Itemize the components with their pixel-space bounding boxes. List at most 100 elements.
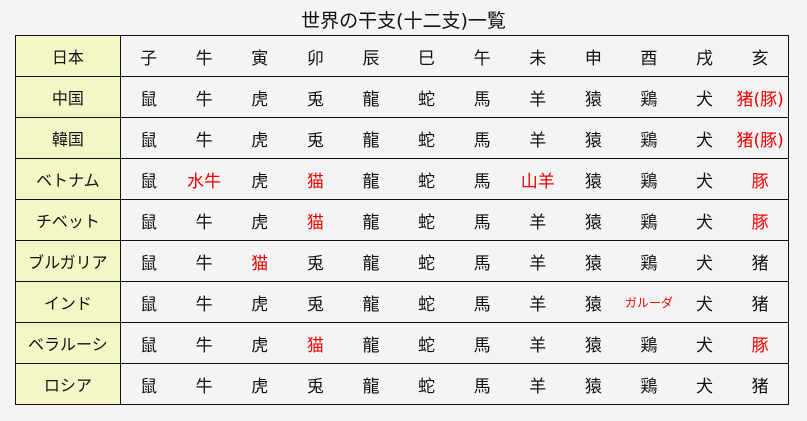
zodiac-cell: 猫 <box>287 322 344 364</box>
zodiac-table: 日本子牛寅卯辰巳午未申酉戌亥中国鼠牛虎兎龍蛇馬羊猿鶏犬猪(豚) 韓国鼠牛虎兎龍蛇馬… <box>15 35 789 405</box>
zodiac-cell: 龍 <box>343 281 399 323</box>
zodiac-cell: 虎 <box>231 199 288 241</box>
zodiac-cell: 蛇 <box>398 322 455 364</box>
zodiac-cell: 蛇 <box>398 240 455 282</box>
zodiac-cell: 兎 <box>287 76 344 118</box>
zodiac-cell: 羊 <box>509 281 566 323</box>
zodiac-cell: 未 <box>509 35 566 77</box>
zodiac-cell: 犬 <box>676 363 733 405</box>
zodiac-cell: 辰 <box>343 35 399 77</box>
zodiac-cell: 鼠 <box>120 199 177 241</box>
zodiac-cell: 虎 <box>231 322 288 364</box>
zodiac-cell: 鶏 <box>621 117 677 159</box>
table-row: ベトナム鼠水牛虎猫龍蛇馬山羊猿鶏犬豚 <box>15 158 789 200</box>
zodiac-cell: 犬 <box>676 117 733 159</box>
zodiac-cell: 猫 <box>231 240 288 282</box>
zodiac-cell: 水牛 <box>176 158 232 200</box>
country-label: インド <box>15 281 121 323</box>
zodiac-cell: 牛 <box>176 117 232 159</box>
zodiac-cell: 蛇 <box>398 158 455 200</box>
zodiac-cell: 羊 <box>509 322 566 364</box>
country-label: ブルガリア <box>15 240 121 282</box>
zodiac-cell: 犬 <box>676 240 733 282</box>
zodiac-cell: 馬 <box>454 281 510 323</box>
zodiac-cell: 猿 <box>565 199 622 241</box>
zodiac-cell: 虎 <box>231 363 288 405</box>
zodiac-cell: 蛇 <box>398 76 455 118</box>
country-label: 日本 <box>15 35 121 77</box>
zodiac-cell: ガルーダ <box>621 281 677 323</box>
table-row: 日本子牛寅卯辰巳午未申酉戌亥 <box>15 35 789 77</box>
zodiac-cell: 戌 <box>676 35 733 77</box>
country-label: ロシア <box>15 363 121 405</box>
zodiac-cell: 酉 <box>621 35 677 77</box>
zodiac-cell: 申 <box>565 35 622 77</box>
zodiac-cell: 山羊 <box>509 158 566 200</box>
country-label: 中国 <box>15 76 121 118</box>
zodiac-cell: 鼠 <box>120 117 177 159</box>
zodiac-cell: 猪 <box>732 363 789 405</box>
zodiac-cell: 豚 <box>732 322 789 364</box>
zodiac-cell: 龍 <box>343 158 399 200</box>
zodiac-cell: 犬 <box>676 76 733 118</box>
zodiac-cell: 虎 <box>231 117 288 159</box>
zodiac-cell: 鼠 <box>120 322 177 364</box>
zodiac-cell: 豚 <box>732 199 789 241</box>
zodiac-cell: 龍 <box>343 76 399 118</box>
table-row: 中国鼠牛虎兎龍蛇馬羊猿鶏犬猪(豚) <box>15 76 789 118</box>
zodiac-cell: 蛇 <box>398 117 455 159</box>
zodiac-cell: 羊 <box>509 76 566 118</box>
zodiac-cell: 鶏 <box>621 199 677 241</box>
zodiac-cell: 猫 <box>287 199 344 241</box>
zodiac-cell: 猪 <box>732 240 789 282</box>
zodiac-cell: 鶏 <box>621 240 677 282</box>
page-title: 世界の干支(十二支)一覧 <box>301 10 506 32</box>
zodiac-cell: 牛 <box>176 76 232 118</box>
table-row: ロシア鼠牛虎兎龍蛇馬羊猿鶏犬猪 <box>15 363 789 405</box>
zodiac-cell: 虎 <box>231 281 288 323</box>
zodiac-cell: 牛 <box>176 199 232 241</box>
zodiac-cell: 猫 <box>287 158 344 200</box>
zodiac-cell: 鼠 <box>120 240 177 282</box>
zodiac-cell: 鼠 <box>120 281 177 323</box>
zodiac-cell: 鶏 <box>621 158 677 200</box>
zodiac-cell: 蛇 <box>398 363 455 405</box>
zodiac-cell: 豚 <box>732 158 789 200</box>
zodiac-cell: 牛 <box>176 363 232 405</box>
zodiac-cell: 蛇 <box>398 281 455 323</box>
zodiac-cell: 鶏 <box>621 363 677 405</box>
table-row: 韓国鼠牛虎兎龍蛇馬羊猿鶏犬猪(豚) <box>15 117 789 159</box>
zodiac-cell: 馬 <box>454 117 510 159</box>
zodiac-cell: 兎 <box>287 363 344 405</box>
zodiac-cell: 猪(豚) <box>732 76 789 118</box>
zodiac-cell: 猿 <box>565 363 622 405</box>
zodiac-cell: 犬 <box>676 281 733 323</box>
zodiac-cell: 羊 <box>509 117 566 159</box>
zodiac-cell: 兎 <box>287 240 344 282</box>
zodiac-cell: 兎 <box>287 117 344 159</box>
zodiac-cell: 龍 <box>343 117 399 159</box>
table-row: インド鼠牛虎兎龍蛇馬羊猿ガルーダ犬猪 <box>15 281 789 323</box>
zodiac-cell: 鶏 <box>621 322 677 364</box>
zodiac-cell: 兎 <box>287 281 344 323</box>
zodiac-cell: 馬 <box>454 76 510 118</box>
zodiac-cell: 牛 <box>176 281 232 323</box>
zodiac-cell: 龍 <box>343 240 399 282</box>
zodiac-cell: 子 <box>120 35 177 77</box>
zodiac-cell: 馬 <box>454 240 510 282</box>
zodiac-cell: 牛 <box>176 35 232 77</box>
zodiac-cell: 馬 <box>454 199 510 241</box>
zodiac-cell: 羊 <box>509 363 566 405</box>
zodiac-cell: 犬 <box>676 158 733 200</box>
zodiac-cell: 羊 <box>509 199 566 241</box>
zodiac-cell: 猿 <box>565 158 622 200</box>
zodiac-cell: 鶏 <box>621 76 677 118</box>
zodiac-cell: 巳 <box>398 35 455 77</box>
zodiac-cell: 猿 <box>565 117 622 159</box>
country-label: ベトナム <box>15 158 121 200</box>
table-row: チベット鼠牛虎猫龍蛇馬羊猿鶏犬豚 <box>15 199 789 241</box>
zodiac-cell: 猿 <box>565 240 622 282</box>
zodiac-cell: 犬 <box>676 199 733 241</box>
zodiac-cell: 猿 <box>565 281 622 323</box>
zodiac-cell: 牛 <box>176 240 232 282</box>
